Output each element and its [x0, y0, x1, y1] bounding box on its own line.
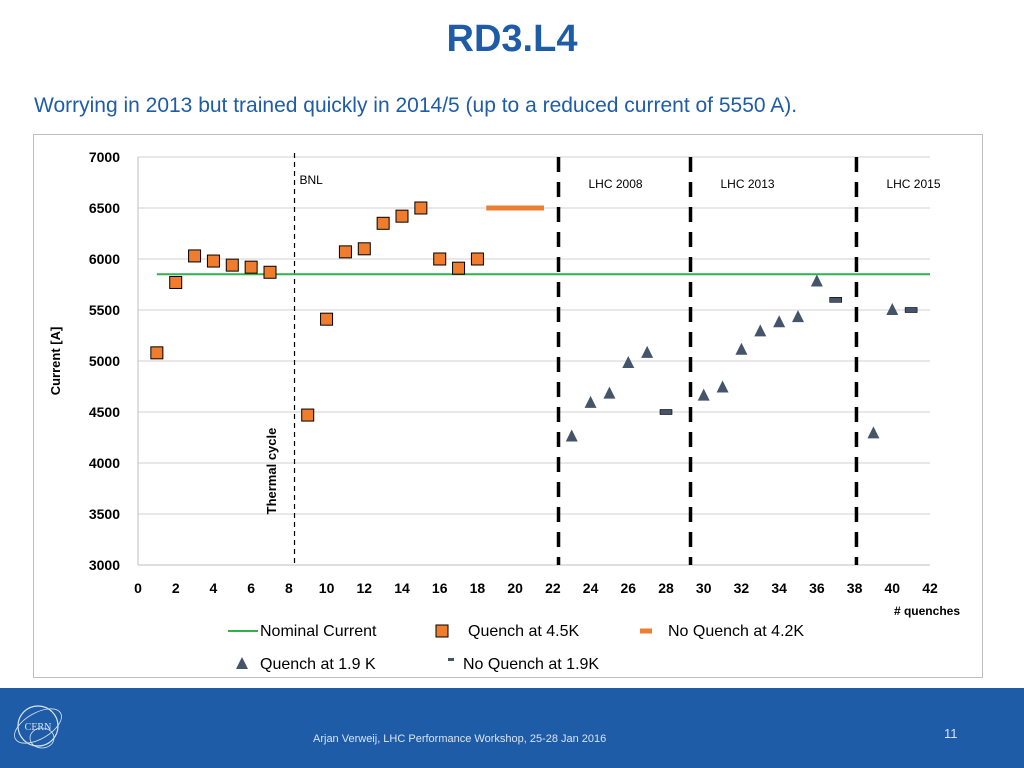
quench-at-1-9-k-point — [641, 345, 654, 358]
x-tick-label: 10 — [319, 580, 335, 596]
x-tick-label: 38 — [847, 580, 863, 596]
x-tick-label: 32 — [734, 580, 750, 596]
no-quench-at-1-9k-point — [904, 307, 918, 313]
footer-bar: CERN Arjan Verweij, LHC Performance Work… — [0, 688, 1024, 768]
x-tick-label: 18 — [470, 580, 486, 596]
page-number: 11 — [944, 726, 958, 741]
chart-container: 3000 3500 4000 4500 5000 5500 6000 6500 7000 0 2 4 6… — [33, 134, 983, 678]
quench-at-4-5k-point — [188, 249, 202, 263]
y-tick-label: 3000 — [89, 557, 120, 573]
region-label: LHC 2015 — [886, 177, 940, 191]
x-axis-label: # quenches — [894, 604, 960, 618]
no-quench-at-4-2k-point — [524, 205, 544, 211]
quench-at-1-9-k-point — [886, 303, 899, 315]
region-label: BNL — [300, 173, 324, 187]
x-tick-label: 4 — [210, 580, 218, 596]
y-tick-label: 5000 — [89, 353, 120, 369]
quench-at-4-5k-point — [225, 258, 239, 272]
quench-at-1-9-k-point — [754, 324, 767, 337]
x-tick-label: 28 — [658, 580, 674, 596]
quench-at-4-5k-point — [376, 216, 390, 230]
x-tick-label: 40 — [884, 580, 900, 596]
quench-at-4-5k-point — [263, 265, 277, 279]
legend-swatch — [640, 628, 652, 634]
x-tick-label: 30 — [696, 580, 712, 596]
no-quench-at-4-2k-point — [486, 205, 507, 211]
y-tick-label: 3500 — [89, 506, 120, 522]
x-tick-label: 36 — [809, 580, 825, 596]
x-tick-label: 16 — [432, 580, 448, 596]
quench-at-1-9-k-point — [697, 388, 710, 401]
quench-at-4-5k-point — [414, 201, 428, 215]
quench-at-1-9-k-point — [584, 395, 597, 408]
quench-at-1-9-k-point — [735, 342, 748, 355]
quench-at-4-5k-point — [357, 242, 371, 256]
quench-at-4-5k-point — [320, 312, 334, 326]
cern-logo-text: CERN — [25, 722, 52, 733]
quench-at-4-5k-point — [301, 408, 315, 422]
slide-title: RD3.L4 — [446, 18, 578, 60]
thermal-cycle-annotation: Thermal cycle — [264, 428, 279, 515]
no-quench-at-4-2k-point — [505, 205, 526, 211]
x-tick-label: 24 — [583, 580, 599, 596]
region-label: LHC 2013 — [721, 177, 775, 191]
legend-label: Quench at 1.9 K — [260, 656, 376, 673]
x-tick-label: 20 — [507, 580, 523, 596]
quench-at-4-5k-point — [338, 245, 352, 259]
cern-logo-icon: CERN — [14, 705, 62, 749]
quench-at-1-9-k-point — [565, 429, 578, 442]
x-tick-label: 12 — [356, 580, 372, 596]
x-tick-label: 14 — [394, 580, 410, 596]
x-tick-label: 8 — [285, 580, 293, 596]
legend-label: Quench at 4.5K — [468, 623, 580, 640]
y-tick-label: 7000 — [89, 149, 120, 165]
quench-at-4-5k-point — [470, 252, 484, 266]
quench-at-1-9-k-point — [792, 310, 804, 323]
x-tick-label: 2 — [172, 580, 180, 596]
quench-at-4-5k-point — [433, 252, 447, 266]
legend-label: No Quench at 4.2K — [668, 623, 804, 640]
quench-at-1-9-k-point — [867, 426, 880, 439]
quench-at-4-5k-point — [395, 209, 409, 223]
legend-swatch — [435, 624, 449, 638]
x-tick-label: 0 — [134, 580, 142, 596]
no-quench-at-1-9k-point — [829, 297, 843, 303]
quench-at-1-9-k-point — [603, 386, 616, 399]
y-tick-label: 4500 — [89, 404, 120, 420]
y-tick-label: 6500 — [89, 200, 120, 216]
x-tick-label: 42 — [922, 580, 938, 596]
region-label: LHC 2008 — [589, 177, 643, 191]
legend-label: Nominal Current — [260, 623, 377, 640]
no-quench-at-1-9k-point — [659, 409, 673, 415]
quench-at-1-9-k-point — [810, 274, 823, 287]
quench-at-4-5k-point — [244, 260, 258, 274]
slide-subtitle: Worrying in 2013 but trained quickly in … — [34, 94, 798, 117]
y-tick-label: 5500 — [89, 302, 120, 318]
y-axis-label: Current [A] — [48, 327, 63, 396]
quench-at-4-5k-point — [169, 275, 183, 289]
footer-text: Arjan Verweij, LHC Performance Workshop,… — [313, 733, 607, 745]
quench-at-1-9-k-point — [716, 380, 729, 393]
x-tick-label: 22 — [545, 580, 561, 596]
legend-swatch — [236, 657, 248, 669]
y-tick-label: 4000 — [89, 455, 120, 471]
y-tick-label: 6000 — [89, 251, 120, 267]
x-tick-label: 26 — [620, 580, 636, 596]
quench-at-1-9-k-point — [773, 315, 786, 328]
legend-label: No Quench at 1.9K — [463, 656, 599, 673]
quench-at-4-5k-point — [150, 346, 164, 360]
quench-at-1-9-k-point — [622, 356, 635, 369]
quench-at-4-5k-point — [206, 254, 220, 268]
quench-at-4-5k-point — [452, 261, 466, 275]
x-tick-label: 6 — [247, 580, 255, 596]
legend-swatch — [448, 658, 454, 661]
x-tick-label: 34 — [771, 580, 787, 596]
